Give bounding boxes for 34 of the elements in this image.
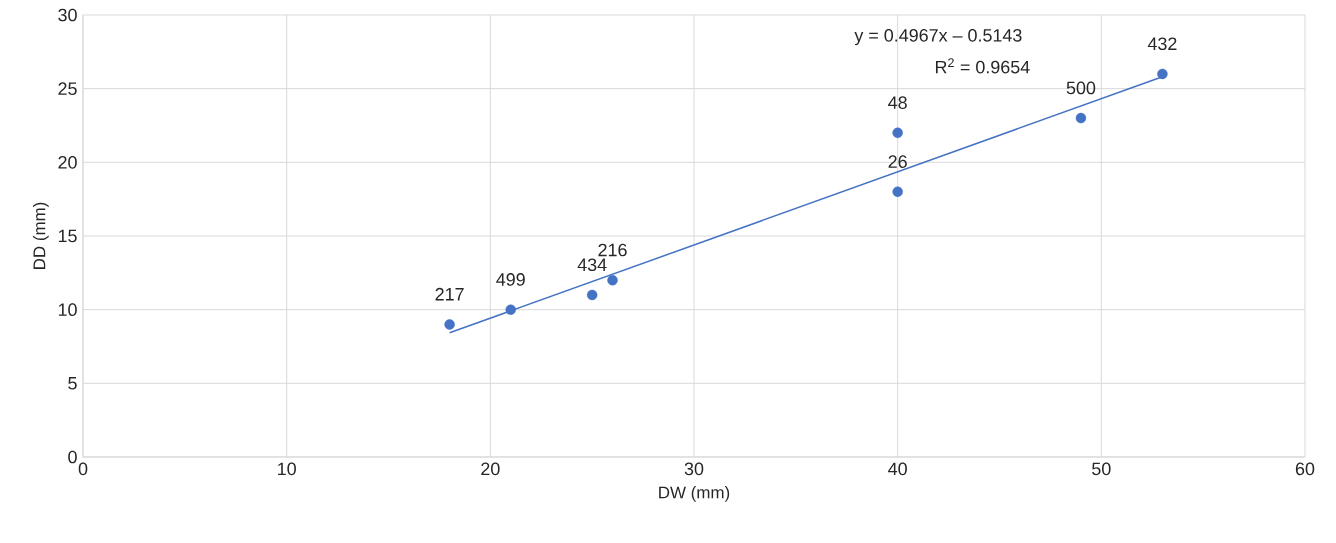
x-tick-label: 10 xyxy=(278,462,296,476)
annotation: 499 xyxy=(496,273,525,286)
point xyxy=(1157,68,1168,80)
y-tick-label: 25 xyxy=(58,82,77,95)
point xyxy=(1075,112,1087,124)
x-tick-label: 60 xyxy=(1295,462,1315,476)
y-tick-label: 10 xyxy=(58,303,77,316)
annotation: 434 xyxy=(577,258,607,272)
y-axis-title: DD (mm) xyxy=(32,202,49,269)
annotation: 26 xyxy=(888,155,907,168)
annotation: R$^{2}$ = 0.9654 xyxy=(935,58,1030,74)
point xyxy=(505,304,516,315)
y-tick-label: 0 xyxy=(68,450,77,464)
y-tick-label: 5 xyxy=(68,377,77,390)
annotation: 500 xyxy=(1066,81,1096,95)
point xyxy=(892,186,903,197)
y-tick-label: 15 xyxy=(58,229,77,243)
annotation: 217 xyxy=(435,287,464,301)
point xyxy=(607,274,618,286)
point xyxy=(586,289,598,301)
x-tick-label: 50 xyxy=(1092,462,1111,476)
x-tick-label: 0 xyxy=(78,462,88,476)
x-tick-label: 40 xyxy=(888,462,907,476)
point xyxy=(444,319,455,330)
x-axis-title: DW (mm) xyxy=(659,486,730,502)
x-tick-label: 30 xyxy=(684,462,704,476)
annotation: 432 xyxy=(1147,37,1177,51)
x-tick-label: 20 xyxy=(481,462,500,476)
annotation: y = 0.4967x – 0.5143 xyxy=(854,28,1022,46)
annotation: 216 xyxy=(598,243,627,257)
y-tick-label: 30 xyxy=(58,8,77,22)
point xyxy=(892,127,903,139)
y-tick-label: 20 xyxy=(58,155,77,169)
annotation: 48 xyxy=(888,96,907,110)
